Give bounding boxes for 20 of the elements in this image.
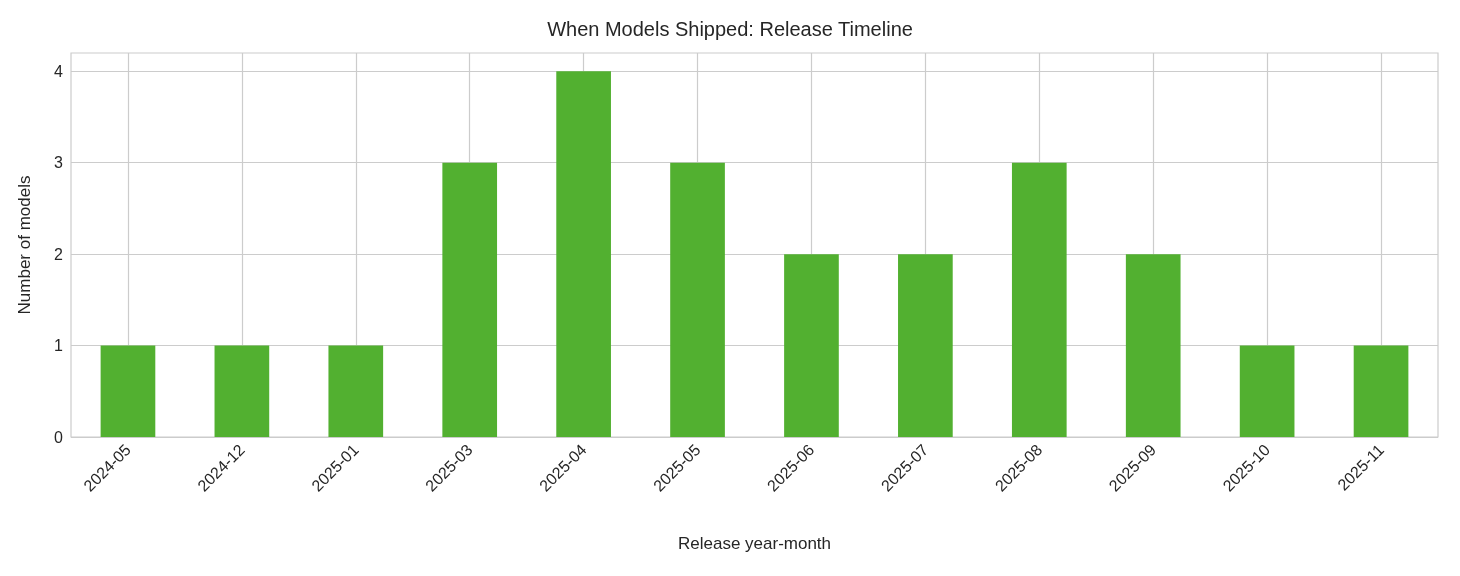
bar — [670, 162, 725, 437]
bar — [1011, 162, 1067, 437]
bar — [100, 345, 156, 437]
y-tick-label: 4 — [54, 62, 64, 80]
chart-title: When Models Shipped: Release Timeline — [547, 18, 913, 40]
y-tick-label: 1 — [54, 337, 64, 355]
bar — [328, 345, 384, 437]
y-axis-title: Number of models — [15, 175, 34, 315]
bar — [784, 254, 839, 437]
bar — [1239, 345, 1295, 437]
bar — [214, 345, 270, 437]
bar — [556, 71, 611, 437]
y-tick-label: 2 — [54, 245, 64, 263]
bar — [442, 162, 498, 437]
bar — [1125, 254, 1181, 437]
x-axis-title: Release year-month — [677, 534, 832, 553]
y-tick-label: 0 — [54, 428, 64, 446]
y-tick-label: 3 — [54, 154, 64, 172]
bar — [898, 254, 953, 437]
bar — [1353, 345, 1409, 437]
